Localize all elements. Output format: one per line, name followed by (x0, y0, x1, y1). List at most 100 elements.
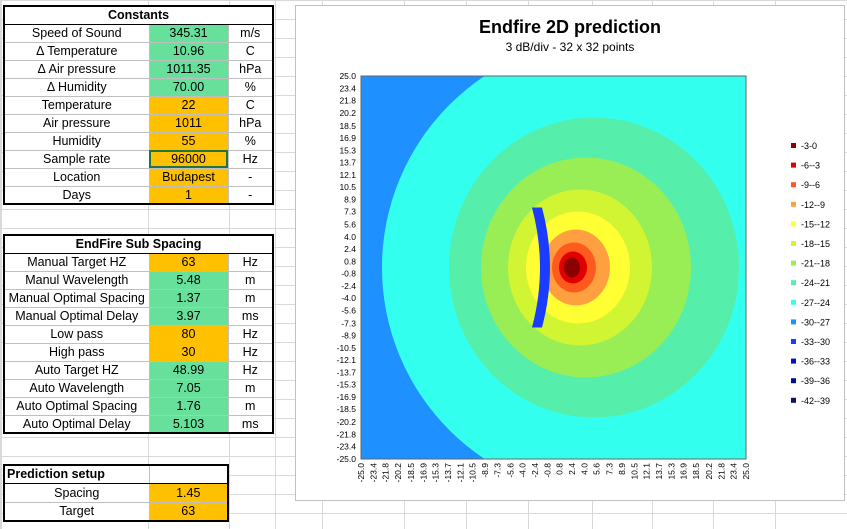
row-value[interactable]: Budapest (149, 168, 228, 186)
row-label[interactable]: Δ Humidity (4, 78, 149, 96)
legend-swatch (791, 163, 796, 168)
row-value[interactable]: 1.37 (149, 289, 228, 307)
row-label[interactable]: Manul Wavelength (4, 271, 149, 289)
y-tick-label: -16.9 (337, 392, 357, 402)
constants-table: Constants Speed of Sound 345.31 m/s Δ Tempe… (3, 5, 274, 205)
row-value[interactable]: 1011 (149, 114, 228, 132)
row-unit[interactable]: hPa (228, 114, 273, 132)
table-row: Target 63 (4, 502, 228, 521)
x-tick-label: -16.9 (418, 463, 428, 483)
row-unit[interactable]: m (228, 271, 273, 289)
row-label[interactable]: Auto Wavelength (4, 379, 149, 397)
y-tick-label: -4.0 (341, 293, 356, 303)
row-unit[interactable]: Hz (228, 150, 273, 168)
row-unit[interactable]: Hz (228, 325, 273, 343)
row-value[interactable]: 96000 (149, 150, 228, 168)
y-tick-label: 4.0 (344, 232, 356, 242)
row-label[interactable]: Low pass (4, 325, 149, 343)
legend-swatch (791, 241, 796, 246)
row-label[interactable]: Sample rate (4, 150, 149, 168)
x-tick-label: -0.8 (542, 463, 552, 478)
row-unit[interactable]: % (228, 132, 273, 150)
row-value[interactable]: 80 (149, 325, 228, 343)
row-label[interactable]: Manual Optimal Spacing (4, 289, 149, 307)
row-value[interactable]: 48.99 (149, 361, 228, 379)
row-value[interactable]: 3.97 (149, 307, 228, 325)
y-tick-label: -15.3 (337, 380, 357, 390)
row-label[interactable]: Auto Optimal Delay (4, 415, 149, 433)
row-unit[interactable]: C (228, 42, 273, 60)
row-label[interactable]: Auto Target HZ (4, 361, 149, 379)
row-unit[interactable]: ms (228, 415, 273, 433)
prediction-header[interactable]: Prediction setup (4, 465, 149, 483)
row-label[interactable]: Manual Target HZ (4, 253, 149, 271)
row-unit[interactable]: m/s (228, 24, 273, 42)
row-label[interactable]: Spacing (4, 483, 149, 502)
row-label[interactable]: Temperature (4, 96, 149, 114)
row-unit[interactable]: Hz (228, 361, 273, 379)
row-unit[interactable]: Hz (228, 343, 273, 361)
legend-label: -24--21 (801, 278, 830, 288)
row-value[interactable]: 1 (149, 186, 228, 204)
row-unit[interactable]: hPa (228, 60, 273, 78)
row-label[interactable]: Location (4, 168, 149, 186)
row-label[interactable]: High pass (4, 343, 149, 361)
row-unit[interactable]: Hz (228, 253, 273, 271)
legend-label: -21--18 (801, 259, 830, 269)
legend-label: -42--39 (801, 396, 830, 406)
row-label[interactable]: Days (4, 186, 149, 204)
row-value[interactable]: 7.05 (149, 379, 228, 397)
row-label[interactable]: Manual Optimal Delay (4, 307, 149, 325)
row-label[interactable]: Target (4, 502, 149, 521)
endfire-header[interactable]: EndFire Sub Spacing (4, 235, 273, 253)
row-label[interactable]: Humidity (4, 132, 149, 150)
x-tick-label: 5.6 (592, 463, 602, 475)
legend-swatch (791, 319, 796, 324)
x-tick-label: -5.6 (505, 463, 515, 478)
row-value[interactable]: 10.96 (149, 42, 228, 60)
sheet-gridline (275, 0, 276, 529)
row-unit[interactable]: - (228, 168, 273, 186)
legend-swatch (791, 221, 796, 226)
table-row: Auto Wavelength 7.05 m (4, 379, 273, 397)
row-label[interactable]: Δ Temperature (4, 42, 149, 60)
row-unit[interactable]: ms (228, 307, 273, 325)
x-tick-label: -15.3 (431, 463, 441, 483)
constants-header[interactable]: Constants (4, 6, 273, 24)
table-row: Δ Temperature 10.96 C (4, 42, 273, 60)
row-label[interactable]: Air pressure (4, 114, 149, 132)
row-label[interactable]: Auto Optimal Spacing (4, 397, 149, 415)
x-tick-label: 16.9 (679, 463, 689, 480)
row-value[interactable]: 22 (149, 96, 228, 114)
row-value[interactable]: 1.76 (149, 397, 228, 415)
table-row: Manual Target HZ 63 Hz (4, 253, 273, 271)
table-row: Δ Air pressure 1011.35 hPa (4, 60, 273, 78)
row-unit[interactable]: % (228, 78, 273, 96)
row-value[interactable]: 63 (149, 253, 228, 271)
table-row: Days 1- (4, 186, 273, 204)
y-tick-label: -12.1 (337, 355, 357, 365)
row-value[interactable]: 345.31 (149, 24, 228, 42)
row-unit[interactable]: - (228, 186, 273, 204)
row-value[interactable]: 1.45 (149, 483, 228, 502)
table-row: Manul Wavelength 5.48 m (4, 271, 273, 289)
y-tick-label: 16.9 (339, 133, 356, 143)
row-value[interactable]: 55 (149, 132, 228, 150)
table-row: Manual Optimal Spacing 1.37 m (4, 289, 273, 307)
row-value[interactable]: 5.103 (149, 415, 228, 433)
chart-area[interactable]: Endfire 2D prediction 3 dB/div - 32 x 32… (295, 5, 845, 501)
row-value[interactable]: 1011.35 (149, 60, 228, 78)
row-value[interactable]: 63 (149, 502, 228, 521)
row-value[interactable]: 5.48 (149, 271, 228, 289)
y-tick-label: -21.8 (337, 429, 357, 439)
row-label[interactable]: Speed of Sound (4, 24, 149, 42)
row-value[interactable]: 70.00 (149, 78, 228, 96)
row-label[interactable]: Δ Air pressure (4, 60, 149, 78)
y-tick-label: 2.4 (344, 244, 356, 254)
x-tick-label: 18.5 (691, 463, 701, 480)
row-unit[interactable]: m (228, 379, 273, 397)
row-value[interactable]: 30 (149, 343, 228, 361)
row-unit[interactable]: m (228, 397, 273, 415)
row-unit[interactable]: m (228, 289, 273, 307)
row-unit[interactable]: C (228, 96, 273, 114)
